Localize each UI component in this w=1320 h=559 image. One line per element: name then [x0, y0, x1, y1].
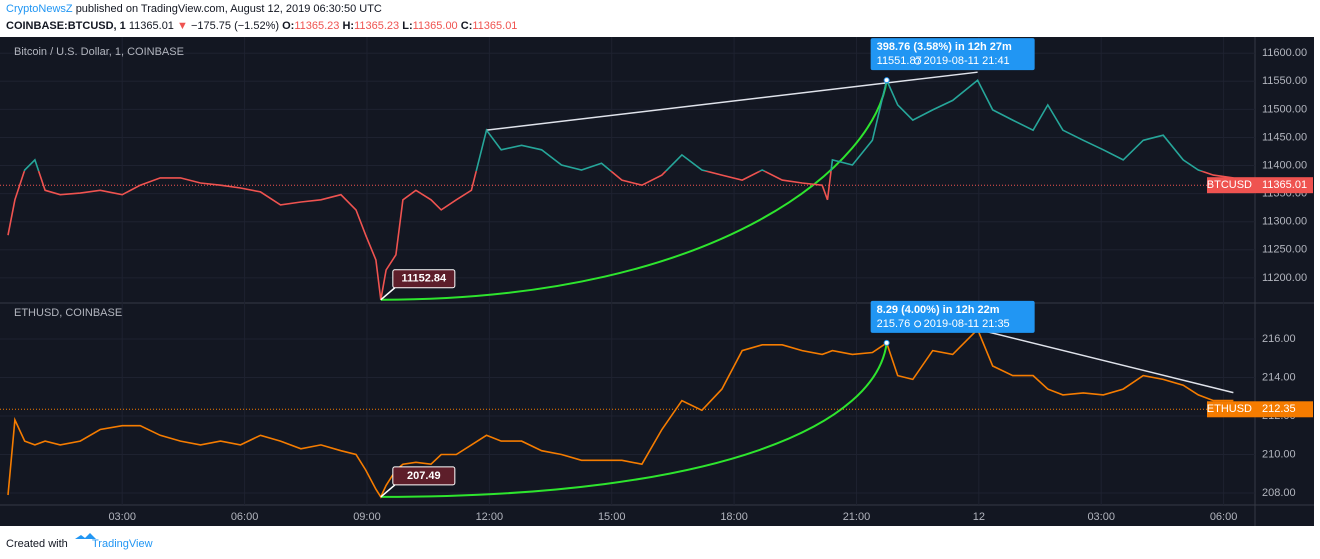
series-line — [23, 77, 1205, 172]
trend-line — [486, 71, 978, 131]
last-tag-bg — [1207, 401, 1313, 418]
y-tick-label: 11450.00 — [1262, 131, 1307, 143]
x-tick-label: 06:00 — [231, 511, 259, 523]
x-tick-label: 03:00 — [1087, 511, 1115, 523]
measure-box — [870, 300, 1035, 333]
y-tick-label: 214.00 — [1262, 371, 1296, 383]
trend-line — [977, 328, 1234, 394]
y-tick-label: 210.00 — [1262, 448, 1296, 460]
x-tick-label: 15:00 — [598, 511, 626, 523]
low-box — [392, 466, 456, 486]
measure-text: 398.76 (3.58%) in 12h 27m — [877, 41, 1012, 53]
x-tick-label: 03:00 — [108, 511, 136, 523]
last-tag-bg — [1207, 177, 1313, 194]
chart-background — [0, 37, 1314, 526]
y-tick-label: 11250.00 — [1262, 244, 1307, 256]
measure-time: 2019-08-11 21:41 — [924, 55, 1010, 67]
measure-price: 215.76 — [877, 318, 911, 330]
measure-end — [883, 339, 890, 346]
high: 11365.23 — [354, 20, 399, 32]
y-tick-label: 11400.00 — [1262, 159, 1307, 171]
close: 11365.01 — [472, 20, 517, 32]
y-tick-label: 11300.00 — [1262, 216, 1307, 228]
change: −175.75 (−1.52%) — [191, 20, 279, 32]
low: 11365.00 — [413, 20, 458, 32]
measure-box — [870, 38, 1035, 71]
measure-end — [883, 77, 890, 84]
y-tick-label: 11600.00 — [1262, 47, 1307, 59]
measure-price: 11551.87 — [877, 55, 922, 67]
low-label: L: — [402, 20, 412, 32]
x-tick-label: 06:00 — [1210, 511, 1238, 523]
low-pointer — [380, 287, 396, 301]
series-line — [7, 327, 1234, 499]
measure-curve — [380, 342, 888, 498]
last: 11365.01 — [129, 20, 174, 32]
symbol: COINBASE:BTCUSD, 1 — [6, 20, 126, 32]
published: published on TradingView.com, August 12,… — [76, 3, 382, 15]
open-label: O: — [282, 20, 294, 32]
x-tick-label: 09:00 — [353, 511, 381, 523]
measure-time: 2019-08-11 21:35 — [924, 318, 1010, 330]
y-tick-label: 11500.00 — [1262, 103, 1307, 115]
measure-text: 8.29 (4.00%) in 12h 22m — [877, 304, 1000, 316]
low-label: 207.49 — [407, 470, 441, 482]
last-tag-name: ETHUSD — [1207, 403, 1252, 415]
high-label: H: — [342, 20, 354, 32]
x-tick-label: 18:00 — [720, 511, 748, 523]
y-tick-label: 11550.00 — [1262, 75, 1307, 87]
x-tick-label: 21:00 — [843, 511, 871, 523]
author[interactable]: CryptoNewsZ — [6, 3, 73, 15]
footer-brand[interactable]: TradingView — [92, 538, 153, 550]
footer-created: Created with — [6, 538, 68, 550]
pane-title: ETHUSD, COINBASE — [14, 307, 122, 319]
low-box — [392, 269, 456, 289]
y-tick-label: 216.00 — [1262, 333, 1296, 345]
close-label: C: — [461, 20, 473, 32]
x-tick-label: 12:00 — [476, 511, 504, 523]
arrow: ▼ — [177, 20, 188, 32]
x-tick-label: 12 — [973, 511, 985, 523]
clock-icon — [914, 57, 922, 65]
low-label: 11152.84 — [401, 273, 447, 285]
y-tick-label: 208.00 — [1262, 487, 1296, 499]
last-tag-name: BTCUSD — [1207, 179, 1252, 191]
y-tick-label: 11200.00 — [1262, 272, 1307, 284]
tv-logo — [75, 533, 96, 539]
open: 11365.23 — [294, 20, 339, 32]
measure-curve — [380, 80, 888, 301]
last-tag-value: 212.35 — [1262, 403, 1296, 415]
series-line — [7, 171, 1234, 300]
header-line-2: COINBASE:BTCUSD, 1 11365.01 ▼ −175.75 (−… — [6, 20, 517, 32]
pane-title: Bitcoin / U.S. Dollar, 1, COINBASE — [14, 46, 184, 58]
low-pointer — [380, 484, 396, 498]
charts: 03:00 06:00 09:00 12:00 15:00 18:00 21:00 12 03:… — [0, 37, 1313, 523]
header-line-1: CryptoNewsZ published on TradingView.com… — [6, 3, 382, 15]
clock-icon — [914, 320, 922, 328]
last-tag-value: 11365.01 — [1262, 179, 1307, 191]
